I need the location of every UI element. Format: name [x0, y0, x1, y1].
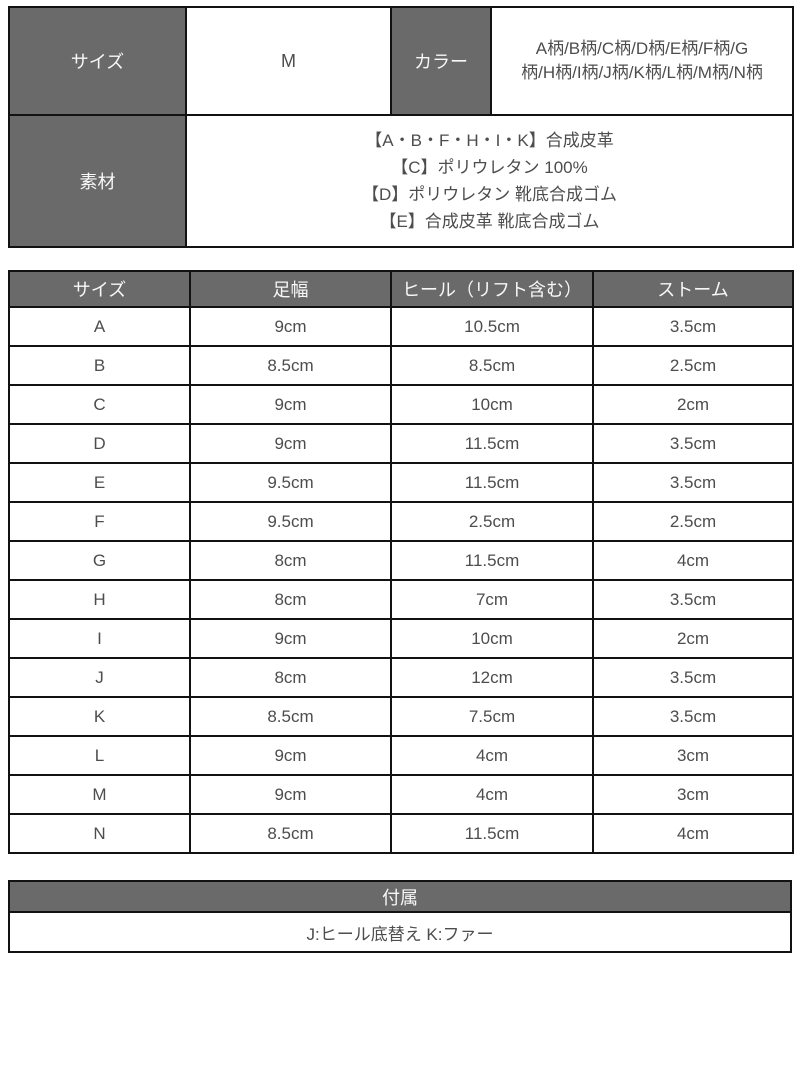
- accessory-value-cell: J:ヒール底替え K:ファー: [8, 911, 792, 953]
- size-row-j: J 8cm 12cm 3.5cm: [8, 657, 794, 698]
- spec-row-size-color: サイズ M カラー A柄/B柄/C柄/D柄/E柄/F柄/G柄/H柄/I柄/J柄/…: [8, 6, 794, 116]
- cell-size: D: [8, 423, 191, 464]
- cell-storm: 3.5cm: [592, 579, 794, 620]
- cell-heel: 4cm: [390, 735, 594, 776]
- cell-heel: 2.5cm: [390, 501, 594, 542]
- size-row-g: G 8cm 11.5cm 4cm: [8, 540, 794, 581]
- cell-heel: 8.5cm: [390, 345, 594, 386]
- cell-storm: 2cm: [592, 618, 794, 659]
- cell-storm: 3.5cm: [592, 657, 794, 698]
- cell-size: K: [8, 696, 191, 737]
- cell-heel: 11.5cm: [390, 540, 594, 581]
- cell-foot-width: 9cm: [189, 423, 392, 464]
- size-chart-header-row: サイズ 足幅 ヒール（リフト含む） ストーム: [8, 270, 794, 308]
- cell-size: A: [8, 306, 191, 347]
- size-chart-table: サイズ 足幅 ヒール（リフト含む） ストーム A 9cm 10.5cm 3.5c…: [8, 270, 794, 854]
- size-row-f: F 9.5cm 2.5cm 2.5cm: [8, 501, 794, 542]
- cell-heel: 7cm: [390, 579, 594, 620]
- size-value-cell: M: [185, 6, 392, 116]
- size-row-i: I 9cm 10cm 2cm: [8, 618, 794, 659]
- accessory-header-cell: 付属: [8, 880, 792, 913]
- cell-storm: 2cm: [592, 384, 794, 425]
- cell-storm: 2.5cm: [592, 501, 794, 542]
- cell-foot-width: 9cm: [189, 384, 392, 425]
- col-header-size: サイズ: [8, 270, 191, 308]
- cell-size: J: [8, 657, 191, 698]
- material-line-3: 【D】ポリウレタン 靴底合成ゴム: [362, 185, 617, 204]
- cell-size: E: [8, 462, 191, 503]
- cell-heel: 7.5cm: [390, 696, 594, 737]
- cell-foot-width: 9cm: [189, 735, 392, 776]
- cell-size: L: [8, 735, 191, 776]
- cell-storm: 3.5cm: [592, 696, 794, 737]
- accessory-table: 付属 J:ヒール底替え K:ファー: [8, 880, 792, 953]
- cell-storm: 4cm: [592, 540, 794, 581]
- material-line-2: 【C】ポリウレタン 100%: [391, 158, 588, 177]
- col-header-heel: ヒール（リフト含む）: [390, 270, 594, 308]
- cell-size: G: [8, 540, 191, 581]
- accessory-value-row: J:ヒール底替え K:ファー: [8, 911, 792, 953]
- cell-size: F: [8, 501, 191, 542]
- size-row-d: D 9cm 11.5cm 3.5cm: [8, 423, 794, 464]
- cell-heel: 11.5cm: [390, 462, 594, 503]
- product-spec-table: サイズ M カラー A柄/B柄/C柄/D柄/E柄/F柄/G柄/H柄/I柄/J柄/…: [8, 6, 794, 248]
- cell-storm: 3.5cm: [592, 306, 794, 347]
- cell-storm: 4cm: [592, 813, 794, 854]
- cell-heel: 10.5cm: [390, 306, 594, 347]
- cell-foot-width: 8.5cm: [189, 345, 392, 386]
- size-label-cell: サイズ: [8, 6, 187, 116]
- cell-foot-width: 8cm: [189, 657, 392, 698]
- cell-storm: 2.5cm: [592, 345, 794, 386]
- cell-heel: 12cm: [390, 657, 594, 698]
- cell-foot-width: 9cm: [189, 774, 392, 815]
- cell-foot-width: 8cm: [189, 540, 392, 581]
- cell-storm: 3.5cm: [592, 423, 794, 464]
- cell-heel: 10cm: [390, 618, 594, 659]
- spec-row-material: 素材 【A・B・F・H・I・K】合成皮革 【C】ポリウレタン 100% 【D】ポ…: [8, 114, 794, 248]
- col-header-foot-width: 足幅: [189, 270, 392, 308]
- cell-foot-width: 9cm: [189, 306, 392, 347]
- cell-storm: 3cm: [592, 735, 794, 776]
- material-line-4: 【E】合成皮革 靴底合成ゴム: [379, 212, 600, 231]
- size-row-h: H 8cm 7cm 3.5cm: [8, 579, 794, 620]
- col-header-storm: ストーム: [592, 270, 794, 308]
- cell-size: I: [8, 618, 191, 659]
- cell-heel: 10cm: [390, 384, 594, 425]
- size-row-k: K 8.5cm 7.5cm 3.5cm: [8, 696, 794, 737]
- size-row-e: E 9.5cm 11.5cm 3.5cm: [8, 462, 794, 503]
- size-row-n: N 8.5cm 11.5cm 4cm: [8, 813, 794, 854]
- material-label-cell: 素材: [8, 114, 187, 248]
- material-line-1: 【A・B・F・H・I・K】合成皮革: [365, 131, 614, 150]
- cell-heel: 11.5cm: [390, 423, 594, 464]
- cell-foot-width: 8.5cm: [189, 813, 392, 854]
- size-row-m: M 9cm 4cm 3cm: [8, 774, 794, 815]
- cell-size: B: [8, 345, 191, 386]
- cell-heel: 11.5cm: [390, 813, 594, 854]
- color-value-cell: A柄/B柄/C柄/D柄/E柄/F柄/G柄/H柄/I柄/J柄/K柄/L柄/M柄/N…: [490, 6, 794, 116]
- size-row-b: B 8.5cm 8.5cm 2.5cm: [8, 345, 794, 386]
- cell-storm: 3cm: [592, 774, 794, 815]
- cell-foot-width: 8.5cm: [189, 696, 392, 737]
- cell-size: N: [8, 813, 191, 854]
- color-label-cell: カラー: [390, 6, 492, 116]
- cell-heel: 4cm: [390, 774, 594, 815]
- color-value-text: A柄/B柄/C柄/D柄/E柄/F柄/G柄/H柄/I柄/J柄/K柄/L柄/M柄/N…: [521, 39, 763, 82]
- accessory-header-row: 付属: [8, 880, 792, 913]
- cell-foot-width: 8cm: [189, 579, 392, 620]
- cell-foot-width: 9.5cm: [189, 462, 392, 503]
- cell-storm: 3.5cm: [592, 462, 794, 503]
- size-row-c: C 9cm 10cm 2cm: [8, 384, 794, 425]
- cell-size: H: [8, 579, 191, 620]
- material-value-cell: 【A・B・F・H・I・K】合成皮革 【C】ポリウレタン 100% 【D】ポリウレ…: [185, 114, 794, 248]
- cell-size: C: [8, 384, 191, 425]
- size-row-a: A 9cm 10.5cm 3.5cm: [8, 306, 794, 347]
- size-row-l: L 9cm 4cm 3cm: [8, 735, 794, 776]
- cell-foot-width: 9cm: [189, 618, 392, 659]
- cell-size: M: [8, 774, 191, 815]
- cell-foot-width: 9.5cm: [189, 501, 392, 542]
